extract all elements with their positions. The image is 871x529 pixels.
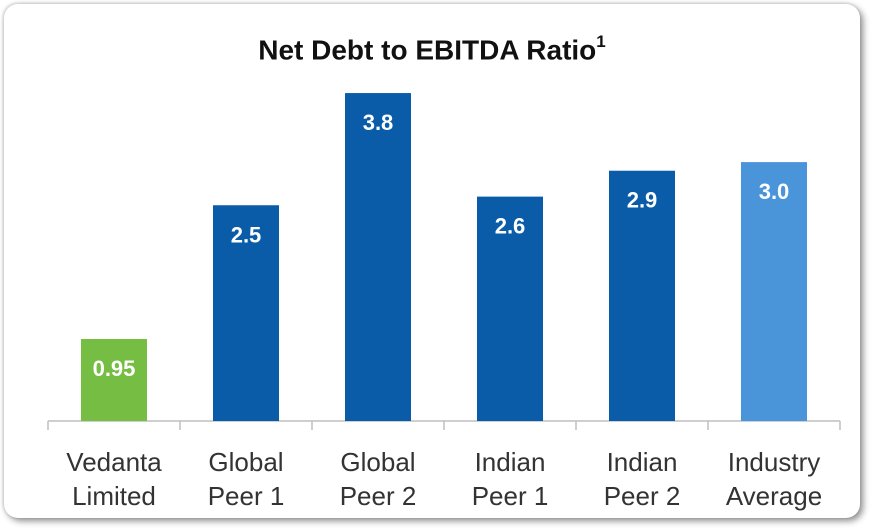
x-tick-label: Peer 1 (472, 481, 549, 511)
bar (81, 339, 147, 421)
chart-title: Net Debt to EBITDA Ratio1 (4, 32, 860, 66)
x-tick-label: Global (340, 447, 415, 477)
x-tick-label: Peer 2 (604, 481, 681, 511)
bar (477, 196, 543, 421)
data-label: 3.0 (759, 179, 790, 204)
data-label: 2.6 (495, 214, 526, 239)
chart-card: Net Debt to EBITDA Ratio1 0.95 Vedanta Lim… (4, 4, 860, 518)
bar (213, 205, 279, 421)
bar (741, 162, 807, 421)
x-tick-label: Vedanta (66, 447, 162, 477)
data-label: 2.9 (627, 188, 658, 213)
x-tick-label: Industry (728, 447, 821, 477)
bar (345, 93, 411, 421)
data-label: 0.95 (93, 356, 136, 381)
x-tick-label: Indian (607, 447, 678, 477)
x-tick-label: Peer 1 (208, 481, 285, 511)
x-tick-label: Indian (475, 447, 546, 477)
x-tick-label: Limited (72, 481, 156, 511)
bar-chart: 0.95 Vedanta Limited 2.5 Global Peer 1 3.8 Glob… (47, 93, 841, 511)
x-tick-label: Peer 2 (340, 481, 417, 511)
x-tick-label: Global (208, 447, 283, 477)
x-tick-label: Average (726, 481, 822, 511)
data-label: 2.5 (231, 222, 262, 247)
chart-title-footnote: 1 (596, 32, 606, 51)
chart-title-text: Net Debt to EBITDA Ratio (258, 34, 597, 66)
bar (609, 170, 675, 421)
data-label: 3.8 (363, 110, 394, 135)
